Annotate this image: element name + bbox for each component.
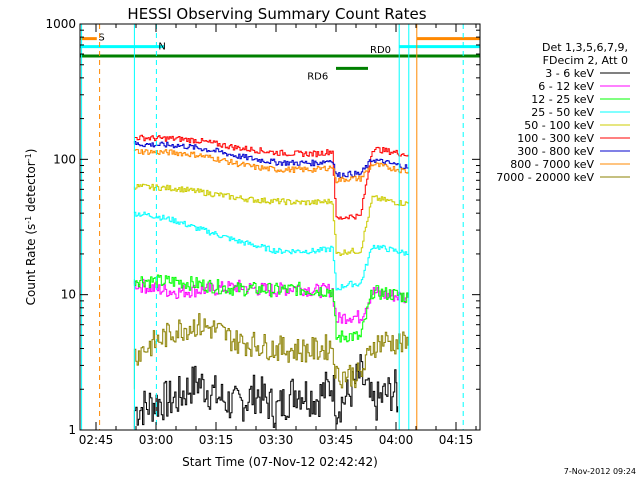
series-layer bbox=[133, 134, 409, 429]
x-tick-label-3: 03:30 bbox=[259, 433, 294, 447]
x-tick-label-6: 04:15 bbox=[439, 433, 474, 447]
series-line-2 bbox=[133, 274, 409, 343]
series-line-0 bbox=[133, 354, 399, 429]
legend-label-8: 7000 - 20000 keV bbox=[496, 171, 594, 184]
x-tick-label-2: 03:15 bbox=[199, 433, 234, 447]
y-tick-label-0: 1 bbox=[68, 423, 76, 437]
series-line-4 bbox=[133, 183, 409, 256]
flag-label-rd0: RD0 bbox=[370, 45, 391, 56]
x-tick-label-4: 03:45 bbox=[319, 433, 354, 447]
x-axis-ticks: 02:45 03:00 03:15 03:30 03:45 04:00 04:15 bbox=[79, 24, 477, 447]
series-line-7 bbox=[133, 149, 409, 184]
flag-label-n: N bbox=[158, 42, 165, 53]
series-line-6 bbox=[133, 141, 409, 179]
x-tick-label-5: 04:00 bbox=[379, 433, 414, 447]
x-tick-label-1: 03:00 bbox=[139, 433, 174, 447]
flag-bars: S N RD0 RD6 bbox=[80, 33, 480, 82]
legend-label-7: 800 - 7000 keV bbox=[510, 158, 594, 171]
legend-label-3: 25 - 50 keV bbox=[531, 106, 594, 119]
legend-header-1: FDecim 2, Att 0 bbox=[543, 54, 628, 67]
y-tick-label-2: 100 bbox=[53, 152, 76, 166]
plot-frame bbox=[79, 23, 481, 431]
chart-title: HESSI Observing Summary Count Rates bbox=[127, 5, 426, 23]
legend-header-0: Det 1,3,5,6,7,9, bbox=[542, 41, 628, 54]
y-tick-label-3: 1000 bbox=[45, 17, 76, 31]
flag-label-rd6: RD6 bbox=[307, 71, 328, 82]
flag-label-s: S bbox=[98, 33, 104, 44]
plot-timestamp: 7-Nov-2012 09:24 bbox=[564, 467, 636, 476]
legend-label-6: 300 - 800 keV bbox=[517, 145, 594, 158]
legend-label-4: 50 - 100 keV bbox=[524, 119, 594, 132]
series-line-5 bbox=[134, 134, 409, 220]
series-line-8 bbox=[133, 313, 409, 390]
legend-label-5: 100 - 300 keV bbox=[517, 132, 594, 145]
legend-label-0: 3 - 6 keV bbox=[545, 67, 594, 80]
legend-label-2: 12 - 25 keV bbox=[531, 93, 594, 106]
legend-label-1: 6 - 12 keV bbox=[538, 80, 594, 93]
y-tick-label-1: 10 bbox=[61, 288, 76, 302]
series-line-3 bbox=[133, 211, 409, 291]
series-line-1 bbox=[133, 278, 409, 324]
time-markers bbox=[81, 24, 464, 430]
y-axis-ticks: 1 10 100 1000 bbox=[45, 17, 480, 437]
x-tick-label-0: 02:45 bbox=[79, 433, 114, 447]
legend: Det 1,3,5,6,7,9,FDecim 2, Att 03 - 6 keV… bbox=[496, 41, 630, 184]
y-axis-label: Count Rate (s-1 detector-1) bbox=[24, 149, 38, 306]
x-axis-label: Start Time (07-Nov-12 02:42:42) bbox=[182, 455, 378, 469]
